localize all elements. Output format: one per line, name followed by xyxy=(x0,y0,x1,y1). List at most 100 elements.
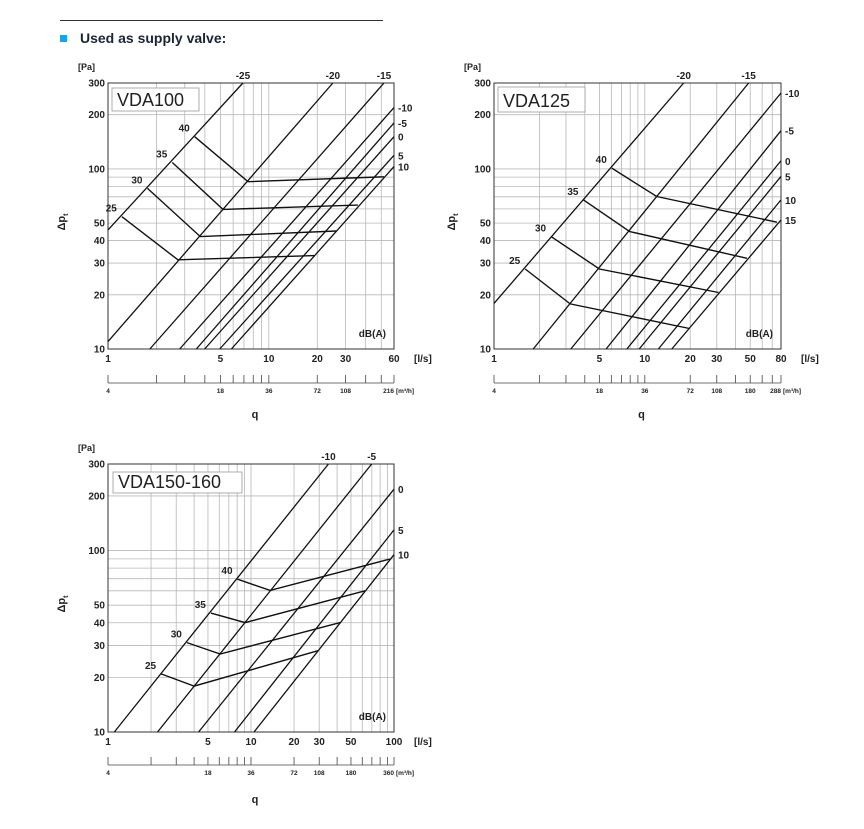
sound-level-line xyxy=(107,82,244,231)
y-tick-label: 100 xyxy=(474,164,491,175)
chart-title-box xyxy=(112,471,243,494)
y-tick-label: 40 xyxy=(94,618,106,629)
secondary-tick-label: 18 xyxy=(217,388,225,395)
sound-level-label: 10 xyxy=(785,196,797,207)
pressure-curve xyxy=(160,649,319,687)
chart-title: VDA150-160 xyxy=(118,472,221,492)
secondary-tick-label: 72 xyxy=(687,388,695,395)
pressure-curve xyxy=(210,590,366,624)
pressure-curve xyxy=(550,236,719,294)
sound-level-label: -15 xyxy=(377,71,392,82)
sound-level-line xyxy=(204,136,395,350)
x-tick-label: 20 xyxy=(685,354,697,365)
y-unit-label: [Pa] xyxy=(464,62,481,72)
y-axis-label: Δpt xyxy=(56,595,70,613)
sound-level-line xyxy=(638,176,782,350)
secondary-tick-label: 108 xyxy=(314,770,325,777)
db-unit-note: dB(A) xyxy=(746,329,773,340)
sound-level-line xyxy=(657,199,782,350)
sound-level-label: 0 xyxy=(785,157,791,168)
y-tick-label: 40 xyxy=(94,236,106,247)
secondary-tick-label: 18 xyxy=(204,770,212,777)
x-tick-label: 100 xyxy=(386,737,403,748)
y-tick-label: 30 xyxy=(94,641,106,652)
pressure-curve-label: 35 xyxy=(567,187,579,198)
plot-frame xyxy=(493,82,782,350)
pressure-curve xyxy=(583,199,748,259)
sound-level-line xyxy=(234,529,395,733)
y-axis-label-subscript: t xyxy=(63,213,70,216)
pressure-curve-label: 40 xyxy=(221,566,233,577)
x-tick-label: 50 xyxy=(345,737,357,748)
y-tick-label: 20 xyxy=(94,673,106,684)
y-axis-label: Δpt xyxy=(56,213,70,231)
x-unit-label: [l/s] xyxy=(414,354,432,365)
pressure-curve-label: 30 xyxy=(171,630,183,641)
pressure-curve-label: 25 xyxy=(509,256,521,267)
pressure-curve-label: 30 xyxy=(131,175,143,186)
pressure-curve-label: 35 xyxy=(156,149,168,160)
x-unit-label: [l/s] xyxy=(414,737,432,748)
secondary-tick-label: 180 xyxy=(745,388,756,395)
secondary-tick-label: 108 xyxy=(340,388,351,395)
sound-level-line xyxy=(570,92,782,350)
pressure-curve xyxy=(194,136,385,183)
y-axis-label-subscript: t xyxy=(453,213,460,216)
y-tick-label: 50 xyxy=(94,601,106,612)
pressure-curve xyxy=(237,558,391,592)
bullet-square-icon xyxy=(60,35,67,42)
secondary-tick-label: 36 xyxy=(247,770,255,777)
secondary-tick-label: 4 xyxy=(492,388,496,395)
x-tick-label: 50 xyxy=(745,354,757,365)
sound-level-label: 10 xyxy=(398,551,410,562)
x-axis-label: q xyxy=(252,409,259,421)
secondary-tick-label: 360 xyxy=(383,770,394,777)
pressure-curve xyxy=(611,167,778,223)
sound-level-label: 5 xyxy=(785,172,791,183)
x-tick-label: 20 xyxy=(288,737,300,748)
sound-level-label: 0 xyxy=(398,133,404,144)
pressure-curve-label: 25 xyxy=(145,661,157,672)
y-tick-label: 20 xyxy=(94,290,106,301)
secondary-tick-label: 36 xyxy=(265,388,273,395)
y-tick-label: 10 xyxy=(94,728,106,739)
sound-level-label: 10 xyxy=(398,163,410,174)
sound-level-line xyxy=(157,463,373,733)
pressure-curve xyxy=(524,268,690,330)
y-tick-label: 50 xyxy=(94,219,106,230)
chart-title: VDA100 xyxy=(117,90,184,110)
pressure-curve-label: 30 xyxy=(535,224,547,235)
sound-level-label: -20 xyxy=(326,71,341,82)
sound-level-line xyxy=(230,166,395,350)
y-tick-label: 10 xyxy=(480,345,492,356)
y-tick-label: 30 xyxy=(480,259,492,270)
y-tick-label: 40 xyxy=(480,236,492,247)
pressure-curve-label: 40 xyxy=(596,155,608,166)
y-unit-label: [Pa] xyxy=(78,443,95,453)
y-tick-label: 10 xyxy=(94,345,106,356)
x-tick-label: 1 xyxy=(491,354,497,365)
sound-level-label: -25 xyxy=(236,71,251,82)
y-tick-label: 100 xyxy=(88,546,105,557)
secondary-tick-label: 4 xyxy=(106,388,110,395)
sound-level-line xyxy=(493,82,685,304)
secondary-tick-label: 288 xyxy=(770,388,781,395)
secondary-tick-label: 216 xyxy=(383,388,394,395)
secondary-unit-label: [m³/h] xyxy=(396,770,414,777)
pressure-curve xyxy=(186,621,341,655)
y-unit-label: [Pa] xyxy=(78,62,95,72)
sound-level-line xyxy=(532,82,750,350)
x-tick-label: 60 xyxy=(388,354,400,365)
sound-level-label: -10 xyxy=(321,452,336,463)
pressure-curve xyxy=(171,161,358,211)
y-tick-label: 200 xyxy=(88,110,105,121)
y-tick-label: 50 xyxy=(480,219,492,230)
pressure-curve-label: 25 xyxy=(106,204,118,215)
secondary-tick-label: 72 xyxy=(290,770,298,777)
db-unit-note: dB(A) xyxy=(359,329,386,340)
section-heading: Used as supply valve: xyxy=(80,30,227,46)
pressure-curve-label: 40 xyxy=(179,124,191,135)
y-axis-label: Δpt xyxy=(446,213,460,231)
pressure-curve xyxy=(121,216,315,261)
